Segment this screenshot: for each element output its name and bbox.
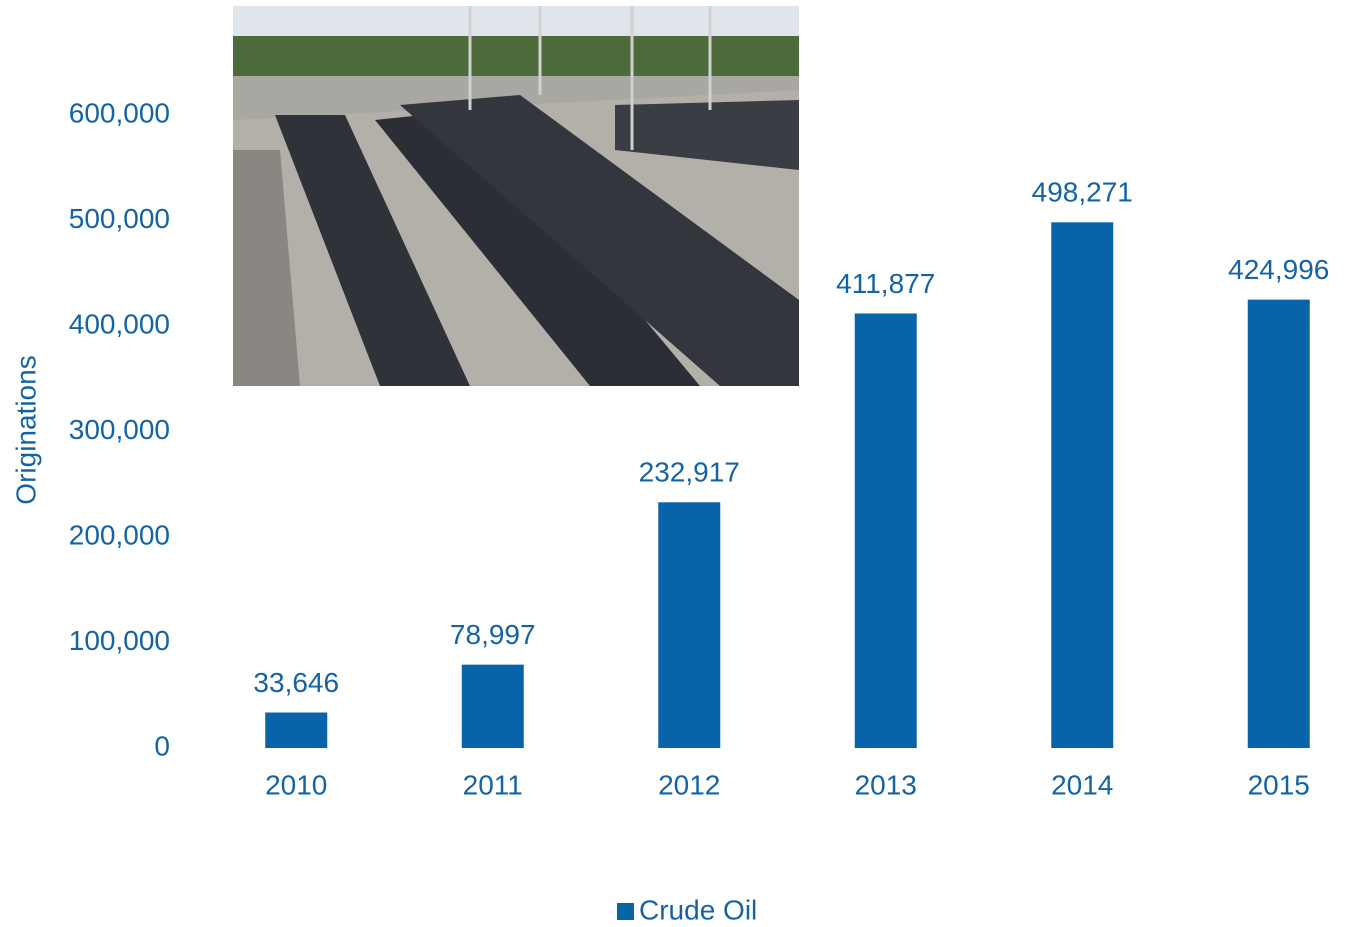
data-label: 78,997 bbox=[450, 619, 536, 650]
y-tick-label: 600,000 bbox=[69, 97, 170, 128]
y-tick-label: 0 bbox=[154, 730, 170, 761]
x-tick-label: 2010 bbox=[265, 769, 327, 800]
data-label: 411,877 bbox=[836, 268, 935, 299]
data-label: 232,917 bbox=[639, 457, 740, 488]
photo bbox=[233, 6, 799, 386]
y-tick-label: 100,000 bbox=[69, 625, 170, 656]
legend-label: Crude Oil bbox=[639, 894, 757, 925]
y-tick-label: 200,000 bbox=[69, 519, 170, 550]
x-tick-label: 2014 bbox=[1051, 769, 1113, 800]
bar bbox=[265, 712, 328, 748]
data-label: 498,271 bbox=[1032, 177, 1133, 208]
x-tick-label: 2013 bbox=[855, 769, 917, 800]
data-label: 424,996 bbox=[1228, 254, 1329, 285]
bar bbox=[1051, 222, 1114, 748]
bar bbox=[1247, 299, 1310, 748]
x-tick-label: 2015 bbox=[1248, 769, 1310, 800]
y-tick-label: 500,000 bbox=[69, 203, 170, 234]
x-tick-label: 2011 bbox=[463, 769, 523, 800]
x-tick-label: 2012 bbox=[658, 769, 720, 800]
y-tick-label: 300,000 bbox=[69, 414, 170, 445]
data-label: 33,646 bbox=[253, 667, 339, 698]
legend-swatch bbox=[617, 903, 634, 920]
y-axis-label: Originations bbox=[10, 355, 41, 504]
bar bbox=[461, 664, 524, 748]
y-tick-label: 400,000 bbox=[69, 308, 170, 339]
bar bbox=[658, 502, 721, 748]
bar bbox=[854, 313, 917, 748]
